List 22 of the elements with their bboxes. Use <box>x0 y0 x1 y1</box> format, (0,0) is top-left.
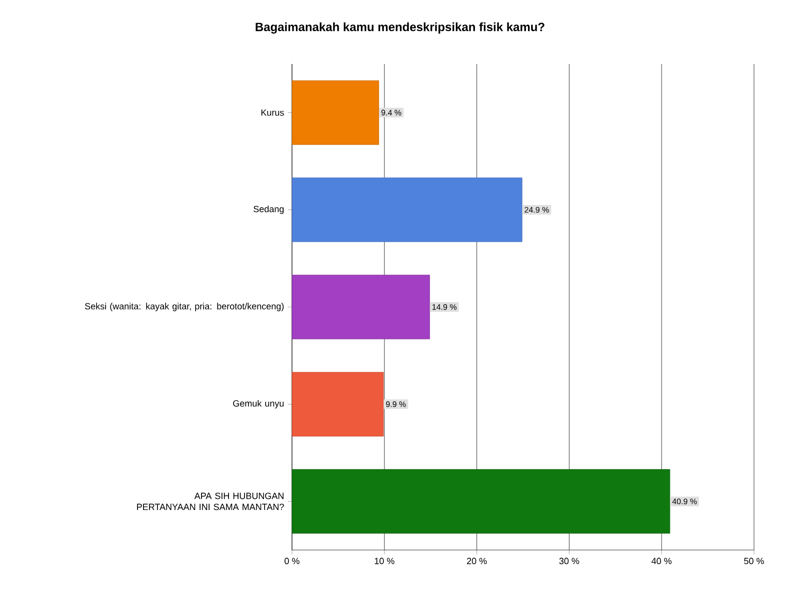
y-tick-label: APA SIH HUBUNGAN PERTANYAAN INI SAMA MANTAN? <box>137 492 284 510</box>
x-tick-label: 10 % <box>374 558 394 564</box>
y-tick-label: Seksi (wanita: kayak gitar, pria: berotot/kenceng) <box>85 302 284 312</box>
chart-title: Bagaimanakah kamu mendeskripsikan fisik kamu? <box>256 22 544 34</box>
x-tick-label: 30 % <box>559 558 580 564</box>
data-label: 14.9 % <box>432 304 456 310</box>
y-tick-label: Sedang <box>254 206 284 214</box>
x-tick-label: 50 % <box>744 558 764 564</box>
x-tick-label: 40 % <box>652 558 672 564</box>
y-tick-label: Kurus <box>261 109 284 116</box>
bar <box>292 80 380 145</box>
y-tick-label: Gemuk unyu <box>233 400 284 408</box>
data-label: 24.9 % <box>524 206 549 213</box>
x-tick-label: 20 % <box>467 558 487 564</box>
data-label: 40.9 % <box>672 498 697 504</box>
bar <box>292 178 522 242</box>
bar <box>292 274 430 340</box>
bar <box>292 469 670 534</box>
bar <box>292 372 384 436</box>
data-label: 9.9 % <box>386 401 406 408</box>
data-label: 9.4 % <box>381 110 402 116</box>
x-tick-label: 0 % <box>284 558 300 564</box>
